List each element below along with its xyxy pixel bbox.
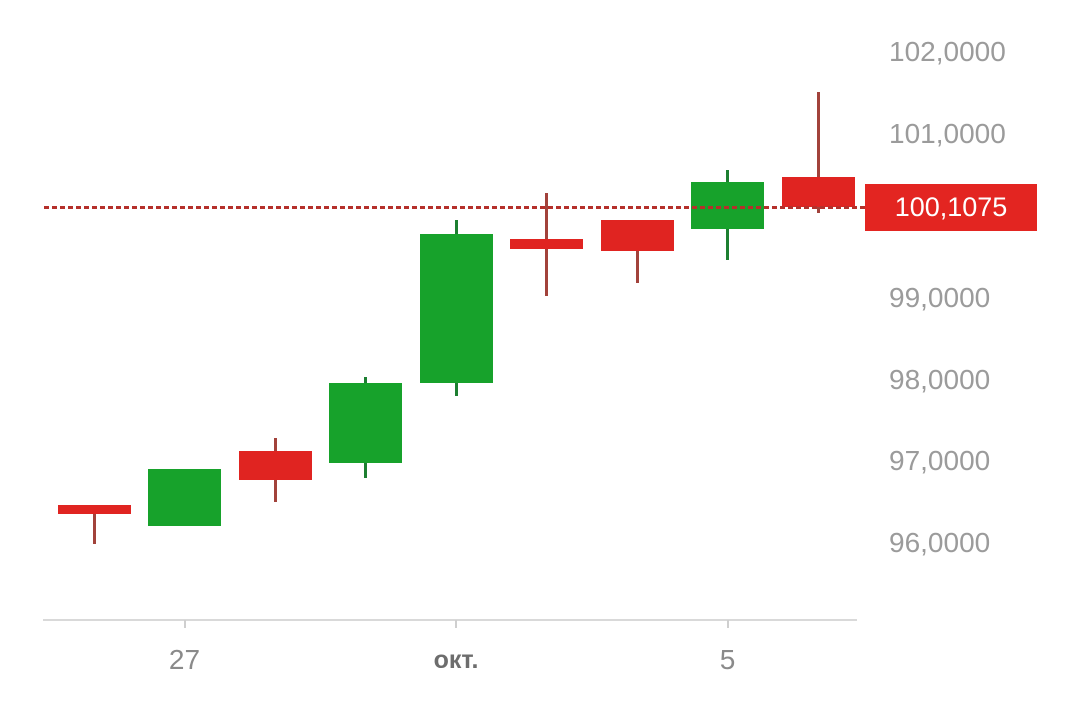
candle-body-up[interactable] (329, 382, 402, 463)
current-price-badge: 100,1075 (865, 183, 1037, 231)
x-axis-tick (183, 620, 186, 628)
x-axis-tick (455, 620, 457, 628)
x-axis-line (43, 619, 857, 621)
x-axis-label: 27 (168, 644, 201, 675)
x-axis-tick (726, 620, 729, 628)
y-axis-label: 101,0000 (889, 118, 1006, 150)
y-axis-label: 102,0000 (889, 36, 1006, 68)
candle-body-down[interactable] (238, 450, 312, 481)
y-axis-label: 97,0000 (889, 445, 991, 477)
candle-wick (635, 220, 639, 283)
candle-body-down[interactable] (57, 504, 131, 515)
candle-body-down[interactable] (781, 177, 855, 208)
candle-wick (92, 504, 96, 544)
candle-body-down[interactable] (600, 220, 674, 252)
candle-body-down[interactable] (510, 238, 583, 249)
candle-wick (816, 92, 820, 214)
candle-body-up[interactable] (148, 469, 221, 526)
x-axis-month-label: окт. (433, 646, 479, 674)
candle-body-up[interactable] (419, 233, 493, 383)
y-axis-label: 96,0000 (889, 527, 991, 559)
candle-body-up[interactable] (691, 181, 764, 230)
y-axis-label: 98,0000 (889, 363, 991, 395)
current-price-line (44, 205, 865, 209)
y-axis-label: 99,0000 (889, 281, 991, 313)
x-axis-label: 5 (719, 644, 736, 675)
